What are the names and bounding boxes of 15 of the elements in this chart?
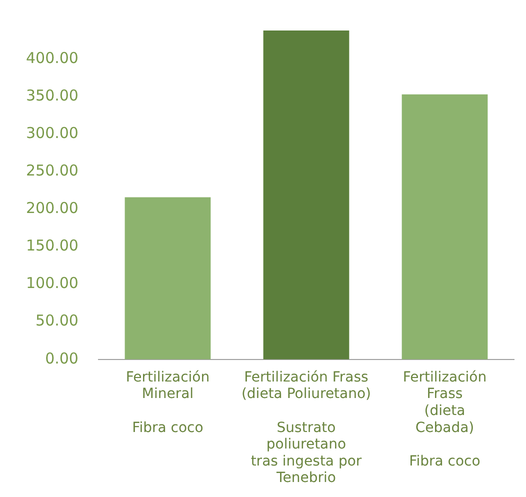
y-tick-label: 150.00 [26,236,78,255]
category-label: Fertilización Mineral Fibra coco [126,369,210,436]
y-tick-label: 50.00 [36,312,78,330]
y-tick-label: 100.00 [26,274,78,292]
y-tick-label: 300.00 [26,124,78,142]
bar [402,94,488,360]
y-tick-label: 250.00 [26,162,78,180]
y-tick-label: 200.00 [26,199,78,218]
y-tick-label: 0.00 [45,349,78,368]
bar [263,30,350,360]
y-tick-label: 350.00 [26,86,78,104]
category-label: Fertilización Frass (dieta Cebada) Fibra coco [402,369,487,470]
y-tick-label: 400.00 [26,48,78,67]
category-label: Fertilización Frass (dieta Poliuretano) Sustrato poliuretano tras ingesta por Tenebrio [241,369,372,486]
bar [124,197,211,360]
